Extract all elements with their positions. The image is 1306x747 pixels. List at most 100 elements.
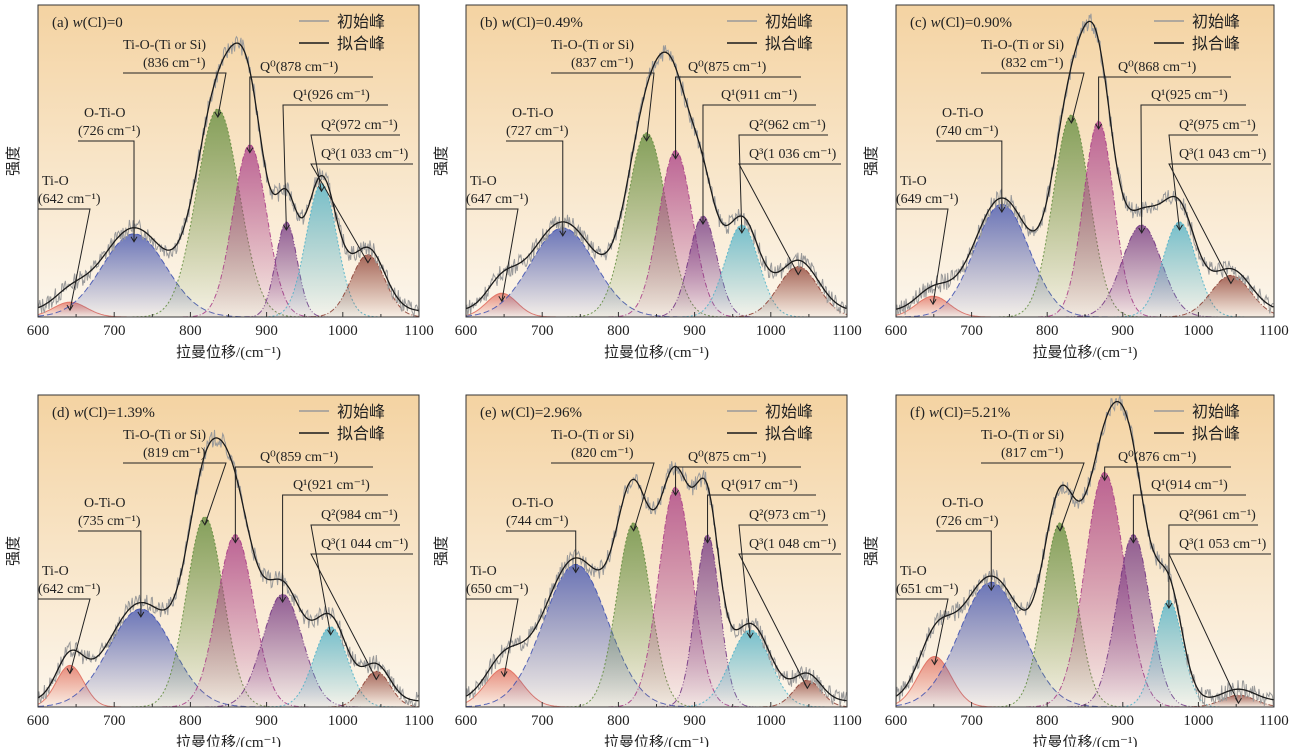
peak-area (260, 183, 383, 317)
x-tick-label: 1000 (1183, 713, 1213, 729)
peak-leader-line (1098, 76, 1231, 129)
peak-name-label: Q⁰ (688, 60, 704, 75)
peak-value-label: (1 048 cm⁻¹) (763, 537, 836, 552)
peak-arrow-head (794, 269, 802, 276)
peak-label: Q³(1 033 cm⁻¹) (321, 147, 409, 162)
panel-letter: (e) (480, 405, 497, 421)
panel-condition-label: (e) w(Cl)=2.96% (480, 405, 582, 421)
chart-panel: 600 700 800 900 1000 1100 拉曼位移/(cm⁻¹) 强度 (e) w(Cl… (433, 394, 862, 747)
peak-label: Q⁰(875 cm⁻¹) (688, 60, 767, 75)
peak-leader-line (249, 76, 373, 153)
peak-label: Q¹(926 cm⁻¹) (293, 88, 370, 103)
peak-leader-line (551, 72, 655, 141)
peak-name-label: Ti-O (900, 564, 927, 579)
peak-label: Q²(972 cm⁻¹) (321, 118, 398, 133)
peak-value-label: (921 cm⁻¹) (307, 478, 370, 493)
peak-area (300, 254, 419, 317)
peak-area (38, 233, 262, 317)
peak-area (466, 564, 704, 707)
peak-curve (719, 266, 848, 318)
peak-area (1152, 275, 1274, 317)
x-tick-label: 600 (27, 323, 50, 339)
peak-name-label: Q⁰ (260, 450, 276, 465)
peak-value-label: (820 cm⁻¹) (571, 446, 634, 461)
peak-arrow-head (1165, 602, 1173, 610)
peak-leader-line (506, 140, 564, 236)
peak-arrow-head (500, 671, 508, 678)
fitted-spectrum (895, 400, 1274, 701)
x-tick-label: 700 (960, 323, 983, 339)
peak-arrow-head (998, 206, 1006, 214)
peak-value-label: (875 cm⁻¹) (704, 450, 767, 465)
peak-value-label: (642 cm⁻¹) (38, 582, 101, 597)
peak-arrow-head (201, 519, 209, 526)
legend-fit-label: 拟合峰 (765, 35, 813, 53)
peak-value-label: (1 036 cm⁻¹) (763, 147, 836, 162)
panel-letter: (a) (52, 15, 69, 31)
peak-value-label: (926 cm⁻¹) (307, 88, 370, 103)
x-tick-label: 900 (683, 713, 706, 729)
peak-curve (465, 227, 690, 318)
peak-value-label: (925 cm⁻¹) (1165, 88, 1228, 103)
peak-label: Q⁰(876 cm⁻¹) (1118, 450, 1197, 465)
peak-label: Q²(984 cm⁻¹) (321, 508, 398, 523)
x-tick-label: 700 (103, 713, 126, 729)
x-tick-label: 1000 (1183, 323, 1213, 339)
panel-condition-value: (Cl)=0.90% (941, 15, 1012, 31)
peak-arrow-head (559, 230, 567, 237)
x-axis-label: 拉曼位移/(cm⁻¹) (604, 344, 709, 361)
panel-letter: (c) (910, 15, 927, 31)
peak-arrow-head (572, 567, 580, 574)
peak-leader-line (38, 208, 91, 311)
peak-leader-line (1168, 553, 1271, 704)
peak-curve (300, 254, 419, 318)
legend-raw-label: 初始峰 (765, 13, 813, 31)
peak-label: Q²(962 cm⁻¹) (749, 118, 826, 133)
peak-label: Q¹(925 cm⁻¹) (1151, 88, 1228, 103)
peak-name-label: Q³ (1179, 537, 1193, 552)
panel-condition-value: (Cl)=1.39% (84, 405, 155, 421)
peak-arrow-head (1227, 278, 1235, 285)
peak-name-label: Ti-O-(Ti or Si) (981, 428, 1064, 443)
peak-name-label: Ti-O (470, 564, 497, 579)
raw-spectrum (37, 429, 419, 708)
peak-leader-line (738, 553, 841, 689)
peak-leader-line (234, 466, 373, 543)
peak-name-label: Q¹ (721, 478, 735, 493)
peak-name-label: Q² (321, 508, 335, 523)
x-tick-label: 1100 (832, 713, 861, 729)
peak-leader-line (1104, 466, 1231, 481)
x-tick-label: 600 (885, 713, 908, 729)
x-tick-label: 600 (455, 713, 478, 729)
panel-condition-label: (d) w(Cl)=1.39% (52, 405, 155, 421)
peak-name-label: Ti-O (42, 564, 69, 579)
peak-arrow-head (327, 629, 335, 636)
peak-value-label: (1 043 cm⁻¹) (1193, 147, 1266, 162)
peak-label: Q⁰(859 cm⁻¹) (260, 450, 339, 465)
peak-curve (132, 108, 303, 318)
peak-leader-line (936, 530, 992, 591)
peak-label: Q¹(914 cm⁻¹) (1151, 478, 1228, 493)
x-tick-label: 900 (255, 323, 278, 339)
peak-leader-line (310, 553, 413, 680)
panel-letter: (d) (52, 405, 70, 421)
y-axis-label: 强度 (433, 536, 450, 566)
peak-label: Q⁰(878 cm⁻¹) (260, 60, 339, 75)
peak-leader-line (282, 494, 388, 603)
y-axis-label: 强度 (433, 146, 450, 176)
peak-arrow-head (738, 227, 746, 234)
peak-arrow-head (987, 584, 995, 592)
fitted-spectrum (465, 465, 847, 702)
peak-leader-line (1132, 494, 1246, 543)
fitted-spectrum (37, 437, 419, 702)
x-tick-label: 600 (455, 323, 478, 339)
peak-area (567, 132, 726, 317)
peak-area (38, 608, 269, 707)
peak-leader-line (78, 140, 135, 242)
peak-label: Q²(975 cm⁻¹) (1179, 118, 1256, 133)
peak-name-label: Q² (749, 118, 763, 133)
peak-label: Q⁰(868 cm⁻¹) (1118, 60, 1197, 75)
peak-arrow-head (231, 537, 239, 544)
fitted-spectrum (895, 20, 1274, 310)
